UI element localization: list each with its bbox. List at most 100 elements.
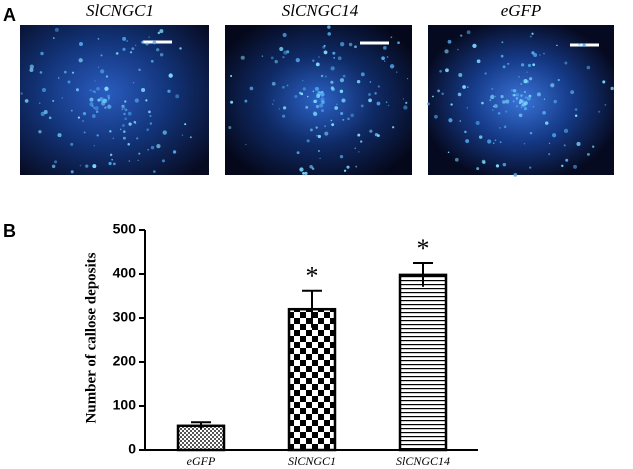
speckle [397, 41, 400, 45]
speckle [532, 63, 536, 67]
speckle [132, 82, 135, 84]
speckle [342, 74, 346, 78]
speckle [141, 88, 146, 93]
speckle [374, 92, 377, 95]
speckle [466, 30, 471, 35]
speckle [548, 142, 551, 145]
micrographs [20, 25, 614, 177]
speckle [128, 160, 131, 162]
speckle [39, 71, 43, 74]
speckle [604, 103, 607, 106]
speckle [85, 164, 89, 168]
speckle [97, 38, 100, 40]
speckle [319, 103, 324, 108]
speckle [126, 40, 128, 42]
speckle [96, 86, 100, 91]
speckle [94, 80, 96, 82]
speckle [67, 80, 71, 84]
speckle [156, 48, 160, 52]
speckle [591, 145, 595, 148]
speckle [529, 166, 532, 169]
speckle [550, 83, 555, 88]
speckle [70, 170, 74, 174]
speckle [274, 59, 278, 64]
speckle [531, 32, 534, 35]
speckle [317, 149, 320, 152]
speckle [282, 55, 285, 59]
speckle [159, 29, 164, 34]
speckle [543, 98, 546, 100]
speckle [121, 104, 125, 108]
speckle [230, 75, 233, 78]
speckle [272, 99, 275, 102]
speckle [339, 89, 344, 94]
y-tick-label: 100 [113, 397, 137, 413]
speckle [29, 67, 34, 73]
speckle [460, 34, 463, 37]
speckle [302, 80, 304, 82]
micrograph [20, 25, 209, 175]
speckle [327, 32, 331, 36]
speckle [492, 142, 495, 144]
speckle [439, 70, 442, 73]
speckle [377, 134, 380, 138]
speckle [539, 54, 541, 56]
speckle [100, 69, 105, 74]
speckle [500, 95, 504, 99]
speckle [181, 134, 184, 136]
speckle [519, 98, 522, 101]
speckle [334, 106, 339, 110]
speckle [189, 136, 192, 139]
speckle [103, 97, 105, 100]
speckle [123, 130, 126, 133]
speckle [357, 133, 361, 137]
speckle [563, 128, 569, 134]
speckle [454, 157, 459, 162]
speckle [309, 128, 313, 132]
speckle [172, 150, 177, 154]
speckle [570, 90, 575, 95]
speckle [282, 85, 285, 89]
speckle [532, 106, 535, 108]
speckle [261, 55, 264, 57]
speckle [230, 100, 234, 104]
speckle [512, 100, 515, 103]
speckle [99, 97, 104, 101]
speckle [282, 106, 287, 110]
micrograph [225, 25, 412, 175]
speckle [83, 131, 86, 134]
speckle [137, 159, 139, 162]
speckle [41, 87, 47, 93]
speckle [123, 107, 126, 110]
speckle [54, 27, 59, 32]
speckle [122, 136, 126, 140]
speckle [507, 62, 510, 65]
speckle [459, 120, 461, 122]
speckle [494, 95, 497, 97]
speckle [499, 141, 502, 144]
speckle [458, 73, 463, 77]
speckle [602, 80, 606, 84]
speckle [405, 101, 408, 104]
y-tick-label: 500 [113, 221, 137, 237]
speckle [427, 102, 430, 106]
speckle [57, 133, 62, 138]
speckle [135, 44, 137, 46]
speckle [465, 139, 470, 143]
speckle [75, 88, 79, 92]
bar [176, 424, 226, 452]
speckle [149, 114, 152, 118]
speckle [179, 47, 182, 50]
speckle [304, 171, 308, 176]
speckle [577, 142, 580, 145]
speckle [383, 46, 387, 50]
speckle [79, 164, 82, 167]
speckle [54, 160, 58, 164]
speckle [167, 89, 171, 93]
speckle [337, 56, 342, 61]
speckle [286, 50, 290, 54]
speckle [313, 99, 318, 104]
speckle [491, 87, 494, 90]
speckle [122, 36, 127, 41]
